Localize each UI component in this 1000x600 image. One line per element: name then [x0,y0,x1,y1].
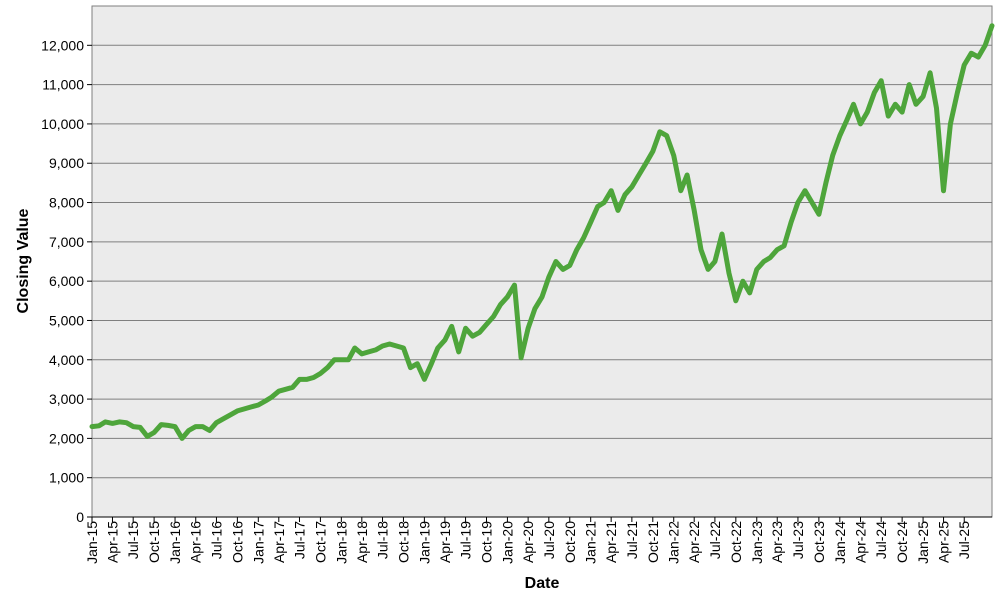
x-tick-label: Oct-19 [478,521,494,563]
x-tick-label: Oct-23 [811,521,827,563]
x-axis: Jan-15 Apr-15 Jul-15 Oct-15 Jan-16 Apr-16 Jul-… [84,516,992,564]
x-tick-label: Apr-16 [188,521,204,563]
x-tick-label: Apr-17 [271,521,287,563]
x-tick-label: Oct-18 [395,521,411,563]
x-tick-label: Jul-24 [873,521,889,559]
x-tick-label: Apr-23 [769,521,785,563]
x-tick-label: Jan-15 [84,521,100,564]
x-tick-label: Jan-18 [333,521,349,564]
series-line [89,23,995,441]
x-tick-label: Jan-23 [749,521,765,564]
x-tick-label: Oct-24 [894,521,910,563]
x-tick-label: Apr-24 [853,521,869,563]
y-axis: 0 1,000 2,000 3,000 4,000 5,000 6,000 7,000 8,00… [41,37,92,525]
x-tick-label: Jan-22 [666,521,682,564]
x-tick-label: Jul-17 [291,521,307,559]
x-tick-label: Oct-17 [312,521,328,563]
x-tick-label: Jul-16 [208,521,224,559]
x-tick-label: Oct-20 [562,521,578,563]
x-tick-label: Jan-21 [583,521,599,564]
x-tick-label: Oct-15 [146,521,162,563]
y-tick-label: 5,000 [49,312,84,328]
x-axis-title: Date [525,575,560,592]
y-tick-label: 7,000 [49,234,84,250]
x-tick-label: Jan-16 [167,521,183,564]
x-tick-label: Jan-25 [915,521,931,564]
x-tick-label: Jul-15 [125,521,141,559]
x-tick-label: Jan-19 [416,521,432,564]
y-tick-label: 3,000 [49,391,84,407]
x-tick-label: Apr-20 [520,521,536,563]
x-tick-label: Oct-16 [229,521,245,563]
y-tick-label: 6,000 [49,273,84,289]
x-tick-label: Apr-19 [437,521,453,563]
x-tick-label: Jul-18 [375,521,391,559]
y-tick-label: 11,000 [42,77,84,93]
y-tick-label: 4,000 [49,352,84,368]
plot-area [91,5,993,518]
y-tick-label: 2,000 [49,430,84,446]
y-axis-title: Closing Value [15,208,32,313]
x-tick-label: Jul-23 [790,521,806,559]
x-tick-label: Apr-25 [936,521,952,563]
y-tick-label: 10,000 [41,116,84,132]
x-tick-label: Jul-22 [707,521,723,559]
x-tick-label: Oct-21 [645,521,661,563]
x-tick-label: Oct-22 [728,521,744,563]
x-tick-label: Jul-25 [956,521,972,559]
x-tick-label: Jul-21 [624,521,640,559]
y-tick-label: 9,000 [49,155,84,171]
y-tick-label: 0 [76,509,84,525]
y-gridlines [92,44,992,479]
x-tick-label: Jul-20 [541,521,557,559]
x-tick-label: Jan-20 [499,521,515,564]
y-tick-label: 8,000 [49,195,84,211]
x-tick-label: Jul-19 [458,521,474,559]
x-tick-label: Apr-18 [354,521,370,563]
x-tick-label: Apr-15 [104,521,120,563]
x-tick-label: Jan-24 [832,521,848,564]
x-tick-label: Apr-22 [686,521,702,563]
y-tick-label: 12,000 [41,37,84,53]
x-tick-label: Jan-17 [250,521,266,564]
x-tick-label: Apr-21 [603,521,619,563]
y-tick-label: 1,000 [49,470,84,486]
